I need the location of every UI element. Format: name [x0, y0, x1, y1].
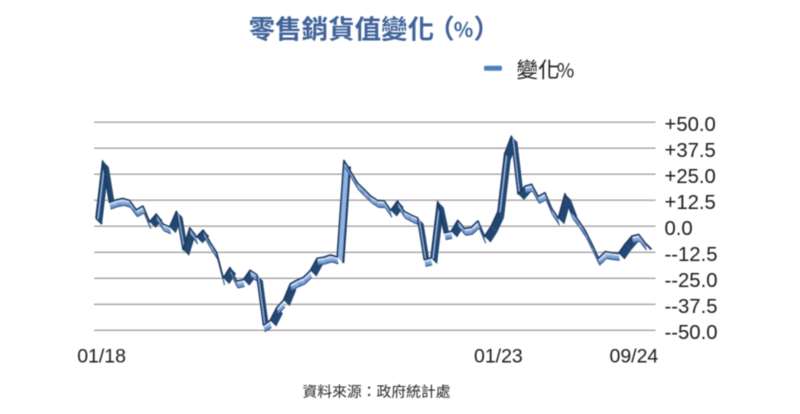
- svg-text:+25.0: +25.0: [665, 166, 716, 188]
- svg-text:+12.5: +12.5: [665, 192, 716, 214]
- svg-text:09/24: 09/24: [609, 346, 658, 368]
- svg-text:--25.0: --25.0: [665, 270, 718, 292]
- svg-text:01/23: 01/23: [474, 346, 523, 368]
- svg-text:+50.0: +50.0: [665, 114, 716, 136]
- svg-text:--50.0: --50.0: [665, 322, 718, 344]
- svg-text:01/18: 01/18: [77, 346, 126, 368]
- svg-text:0.0: 0.0: [665, 218, 693, 240]
- svg-text:--37.5: --37.5: [665, 296, 718, 318]
- svg-text:--12.5: --12.5: [665, 244, 718, 266]
- svg-text:+37.5: +37.5: [665, 140, 716, 162]
